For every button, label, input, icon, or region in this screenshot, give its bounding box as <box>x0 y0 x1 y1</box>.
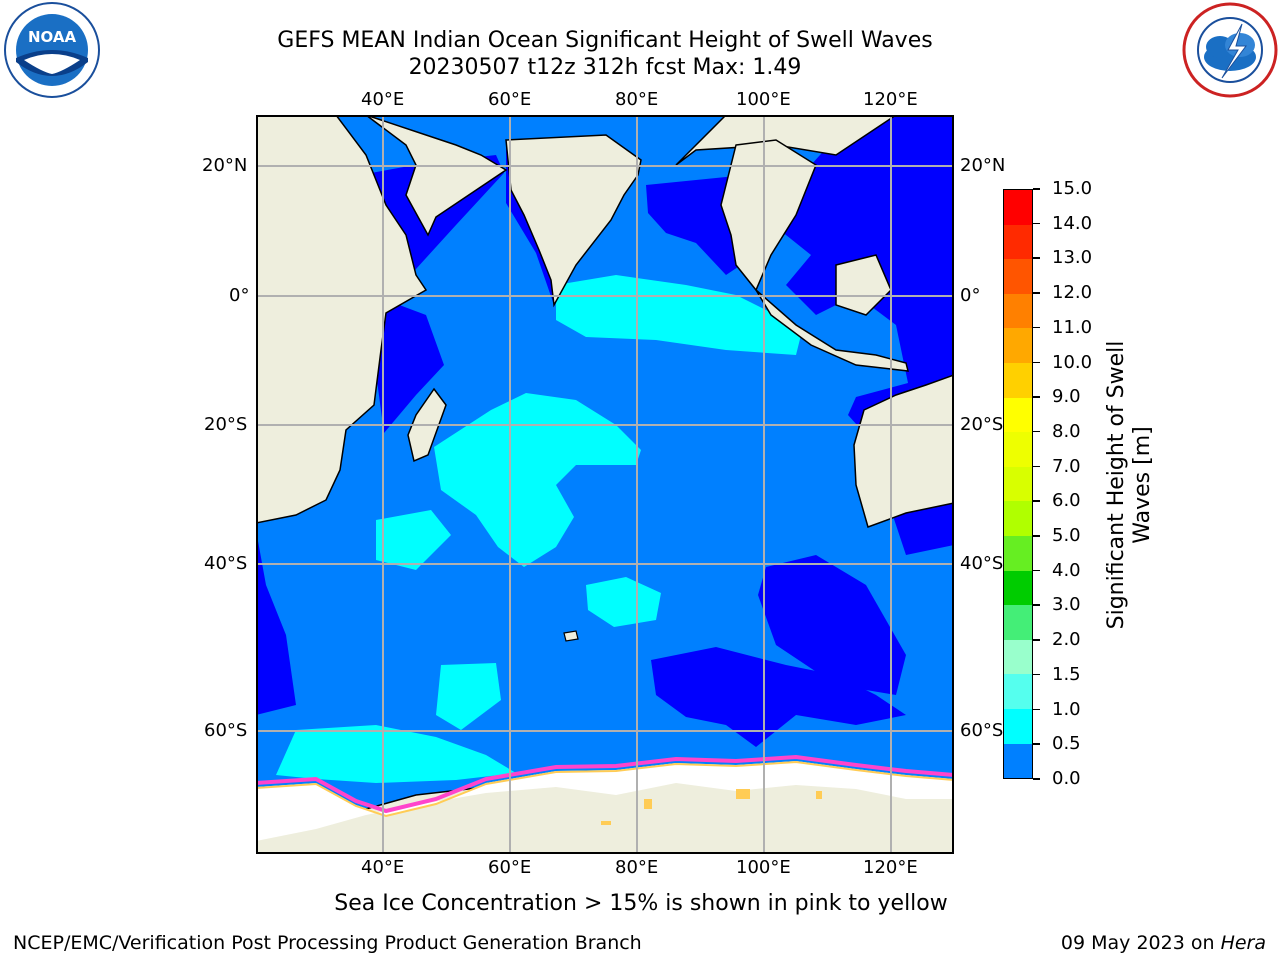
kerguelen-island <box>563 630 579 642</box>
noaa-logo-text: NOAA <box>28 28 77 46</box>
colorbar-label-line2: Waves [m] <box>1130 426 1155 544</box>
colorbar-tick-label: 0.5 <box>1052 733 1081 755</box>
lon-tick-top: 100°E <box>736 89 791 110</box>
colorbar-tick-mark <box>1033 465 1040 468</box>
lat-tick-right: 40°S <box>960 553 1004 574</box>
colorbar-segment <box>1004 362 1032 398</box>
lat-tick-right: 20°S <box>960 414 1004 435</box>
colorbar-segment <box>1004 328 1032 363</box>
colorbar-tick-mark <box>1033 257 1040 259</box>
colorbar-label-line1: Significant Height of Swell <box>1104 340 1129 630</box>
colorbar-tick-label: 13.0 <box>1052 247 1093 269</box>
lon-tick-bottom: 40°E <box>361 857 405 878</box>
colorbar-tick-mark <box>1033 396 1040 398</box>
colorbar-segment <box>1004 570 1032 606</box>
colorbar-tick-label: 4.0 <box>1052 559 1081 581</box>
colorbar-tick-label: 3.0 <box>1052 594 1081 616</box>
colorbar-label: Significant Height of Swell Waves [m] <box>1104 341 1156 630</box>
colorbar-segment <box>1004 432 1032 467</box>
colorbar-tick-label: 10.0 <box>1052 351 1093 373</box>
colorbar-tick-mark <box>1033 188 1040 190</box>
colorbar-segment <box>1004 397 1032 433</box>
footer-date-text: 09 May 2023 on <box>1060 932 1221 954</box>
colorbar-tick-mark <box>1033 292 1040 294</box>
colorbar-tick-label: 5.0 <box>1052 525 1081 547</box>
sea-ice <box>256 754 954 841</box>
colorbar-segment <box>1004 535 1032 571</box>
colorbar-tick-label: 8.0 <box>1052 420 1081 442</box>
colorbar-tick-mark <box>1033 569 1040 572</box>
noaa-logo-icon: NOAA <box>4 2 100 98</box>
nws-logo-icon <box>1182 2 1278 98</box>
colorbar-tick-label: 7.0 <box>1052 455 1081 477</box>
lon-tick-bottom: 80°E <box>615 857 659 878</box>
chart-title: GEFS MEAN Indian Ocean Significant Heigh… <box>277 28 933 53</box>
colorbar-tick-mark <box>1033 326 1040 329</box>
colorbar-tick-mark <box>1033 673 1040 676</box>
colorbar-tick-label: 2.0 <box>1052 629 1081 651</box>
lon-tick-top: 80°E <box>615 89 659 110</box>
colorbar-segment <box>1004 224 1032 260</box>
colorbar-tick-label: 9.0 <box>1052 386 1081 408</box>
colorbar-segment <box>1004 466 1032 502</box>
colorbar-tick-mark <box>1033 743 1040 745</box>
colorbar-segment <box>1004 293 1032 329</box>
colorbar-tick-mark <box>1033 535 1040 537</box>
lon-tick-bottom: 100°E <box>736 857 791 878</box>
lon-tick-bottom: 60°E <box>488 857 532 878</box>
swell-map <box>256 115 954 854</box>
lat-tick-left: 20°S <box>204 414 248 435</box>
lat-tick-right: 20°N <box>960 155 1006 176</box>
map-gridlines <box>256 115 954 854</box>
colorbar-tick-label: 6.0 <box>1052 490 1081 512</box>
lat-tick-left: 0° <box>229 285 250 306</box>
colorbar-tick-mark <box>1033 604 1040 606</box>
colorbar-segment <box>1004 708 1032 744</box>
map-frame <box>256 115 954 854</box>
lat-tick-right: 60°S <box>960 720 1004 741</box>
colorbar-tick-label: 12.0 <box>1052 282 1093 304</box>
colorbar-tick-mark <box>1033 639 1040 641</box>
colorbar-tick-label: 1.5 <box>1052 663 1081 685</box>
sea-ice-caption: Sea Ice Concentration > 15% is shown in … <box>334 891 948 916</box>
colorbar-tick-mark <box>1033 222 1040 225</box>
colorbar-segment <box>1004 190 1032 225</box>
colorbar-tick-label: 1.0 <box>1052 698 1081 720</box>
colorbar-tick-mark <box>1033 708 1040 711</box>
lat-tick-left: 60°S <box>204 720 248 741</box>
lon-tick-bottom: 120°E <box>863 857 918 878</box>
lat-tick-left: 40°S <box>204 553 248 574</box>
footer-date: 09 May 2023 on Hera <box>1061 932 1266 954</box>
colorbar-segment <box>1004 674 1032 709</box>
colorbar-tick-label: 11.0 <box>1052 316 1093 338</box>
lat-tick-right: 0° <box>960 285 981 306</box>
colorbar-tick-label: 15.0 <box>1052 178 1093 199</box>
colorbar-segment <box>1004 743 1032 779</box>
colorbar-segment <box>1004 501 1032 536</box>
footer-branch: NCEP/EMC/Verification Post Processing Pr… <box>13 932 642 954</box>
colorbar-tick-mark <box>1033 778 1040 780</box>
chart-subtitle: 20230507 t12z 312h fcst Max: 1.49 <box>408 55 802 80</box>
colorbar-tick-mark <box>1033 361 1040 364</box>
colorbar-segment <box>1004 639 1032 675</box>
colorbar-segment <box>1004 605 1032 640</box>
colorbar-tick-mark <box>1033 430 1040 433</box>
lat-tick-left: 20°N <box>202 155 248 176</box>
lon-tick-top: 60°E <box>488 89 532 110</box>
colorbar-segment <box>1004 259 1032 294</box>
lon-tick-top: 120°E <box>863 89 918 110</box>
footer-host: Hera <box>1220 932 1266 954</box>
colorbar-tick-label: 0.0 <box>1052 768 1081 789</box>
colorbar-tick-mark <box>1033 500 1040 502</box>
colorbar-tick-label: 14.0 <box>1052 212 1093 234</box>
lon-tick-top: 40°E <box>361 89 405 110</box>
colorbar <box>1003 189 1033 779</box>
